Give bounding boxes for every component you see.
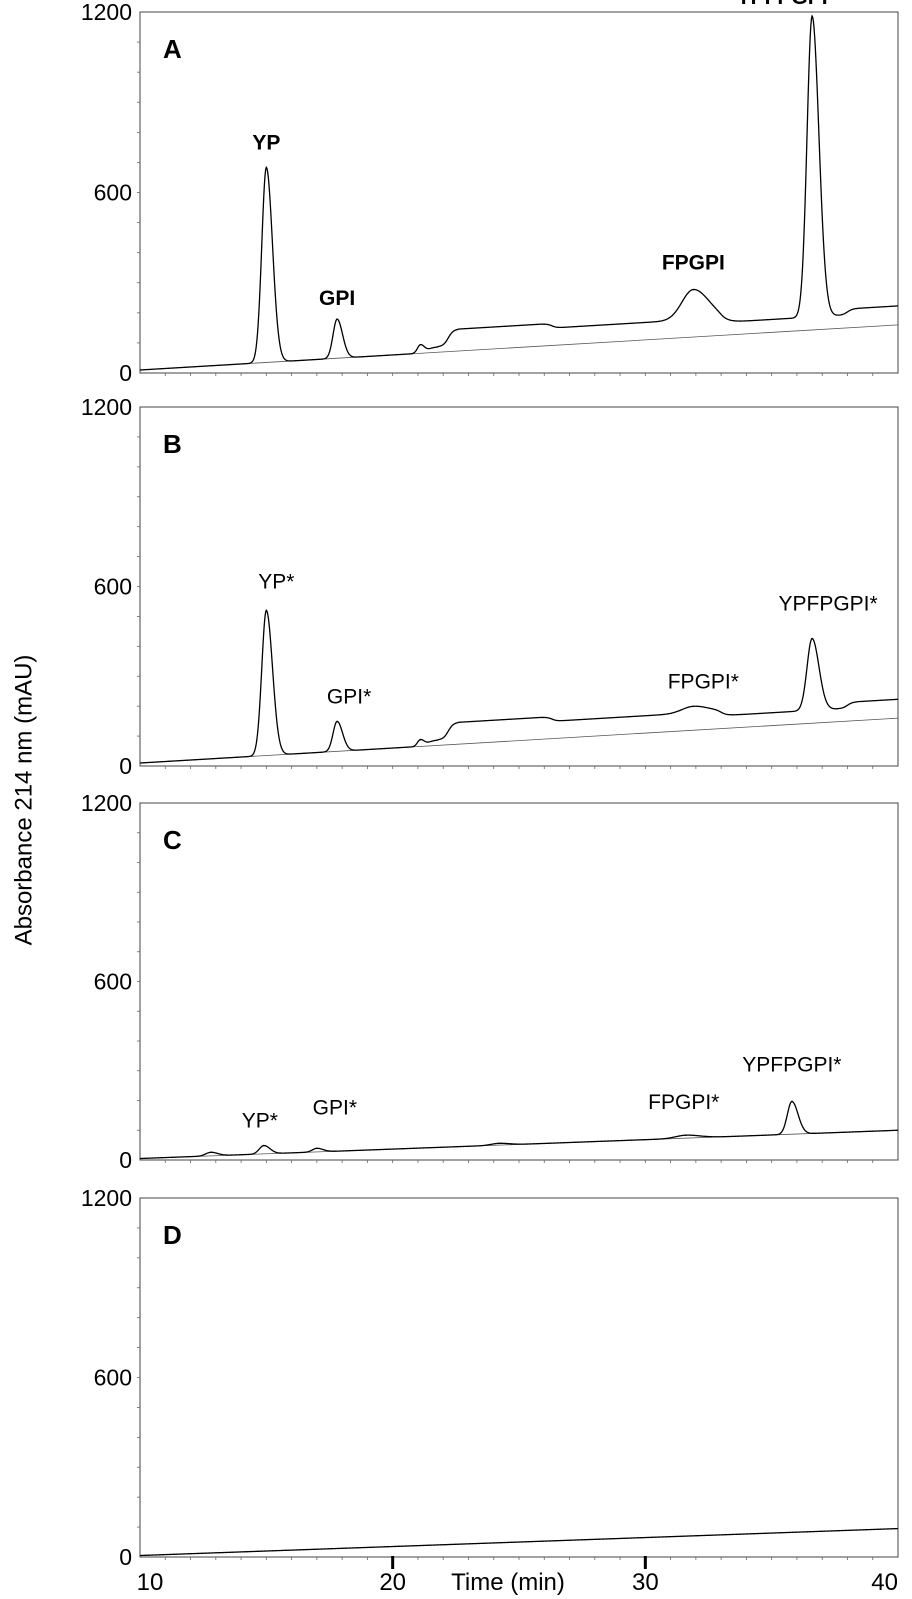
peak-apex <box>419 738 422 741</box>
peak-label: YPFPGPI* <box>742 1053 841 1076</box>
peak-apex <box>263 1144 265 1147</box>
x-major-tick <box>391 1556 395 1569</box>
x-tick-label: 30 <box>632 1569 659 1596</box>
y-tick-label: 1200 <box>81 790 132 816</box>
peak-apex <box>336 720 338 723</box>
peak-apex <box>811 15 813 18</box>
y-tick-label: 0 <box>119 360 132 386</box>
peak-label: YP* <box>242 1110 278 1133</box>
integration-baseline <box>139 324 899 371</box>
peak-apex <box>497 1142 500 1145</box>
x-tick-label: 40 <box>871 1569 898 1596</box>
peak-apex <box>265 166 268 169</box>
peak-apex <box>692 288 695 291</box>
peak-label: YP* <box>258 570 294 593</box>
peak-label: FPGPI* <box>668 670 739 693</box>
y-tick-label: 600 <box>94 574 132 600</box>
y-tick-label: 0 <box>119 1147 132 1173</box>
series-line <box>139 609 899 764</box>
panel-letter: C <box>163 825 182 855</box>
peak-label: FPGPI <box>662 252 725 275</box>
x-major-tick <box>643 1556 647 1569</box>
panel-c: 0 600 1200 C YP* GPI* FPGPI* YPFPGPI* <box>81 790 899 1173</box>
peak-apex <box>692 705 695 708</box>
y-tick-label: 600 <box>94 969 132 995</box>
y-tick-label: 1200 <box>81 394 132 420</box>
x-tick-label: 20 <box>379 1569 406 1596</box>
panel-letter: A <box>163 34 182 64</box>
plot-frame <box>139 1197 899 1558</box>
series-line <box>139 1100 899 1160</box>
integration-baseline <box>139 717 899 764</box>
peak-label: YPFPGPI* <box>778 593 877 616</box>
y-tick-label: 0 <box>119 753 132 779</box>
series-line <box>139 1527 899 1557</box>
x-tick-label: 10 <box>137 1569 164 1596</box>
series-line <box>139 14 899 371</box>
peak-label: GPI* <box>327 685 371 708</box>
peak-apex <box>791 1100 793 1103</box>
peak-apex <box>316 1147 318 1150</box>
peak-label: FPGPI* <box>648 1091 719 1114</box>
y-tick-label: 1200 <box>81 0 132 25</box>
panel-a: 0 600 1200 A YP GPI FPGPI YPFPGPI <box>81 0 899 386</box>
peak-apex <box>811 637 813 640</box>
peak-apex <box>336 318 338 320</box>
peak-label: GPI* <box>313 1096 357 1119</box>
x-axis-label: Time (min) <box>451 1569 565 1596</box>
panel-d: 0 600 1200 D 10 20 30 40 Time (min) <box>81 1185 899 1596</box>
y-tick-label: 600 <box>94 1365 132 1391</box>
peak-apex <box>209 1151 212 1154</box>
peak-apex <box>265 609 268 612</box>
peak-label: YP <box>252 132 280 155</box>
peak-label: YPFPGPI <box>737 0 828 9</box>
y-tick-label: 600 <box>94 180 132 206</box>
panel-letter: B <box>163 429 182 459</box>
panel-letter: D <box>163 1220 182 1250</box>
y-tick-label: 0 <box>119 1544 132 1570</box>
panel-b: 0 600 1200 B YP* GPI* FPGPI* YPFPGPI* <box>81 394 899 779</box>
peak-label: GPI <box>319 287 355 310</box>
y-tick-label: 1200 <box>81 1185 132 1211</box>
plot-frame <box>139 802 899 1161</box>
peak-apex <box>684 1134 687 1136</box>
peak-apex <box>419 343 422 346</box>
